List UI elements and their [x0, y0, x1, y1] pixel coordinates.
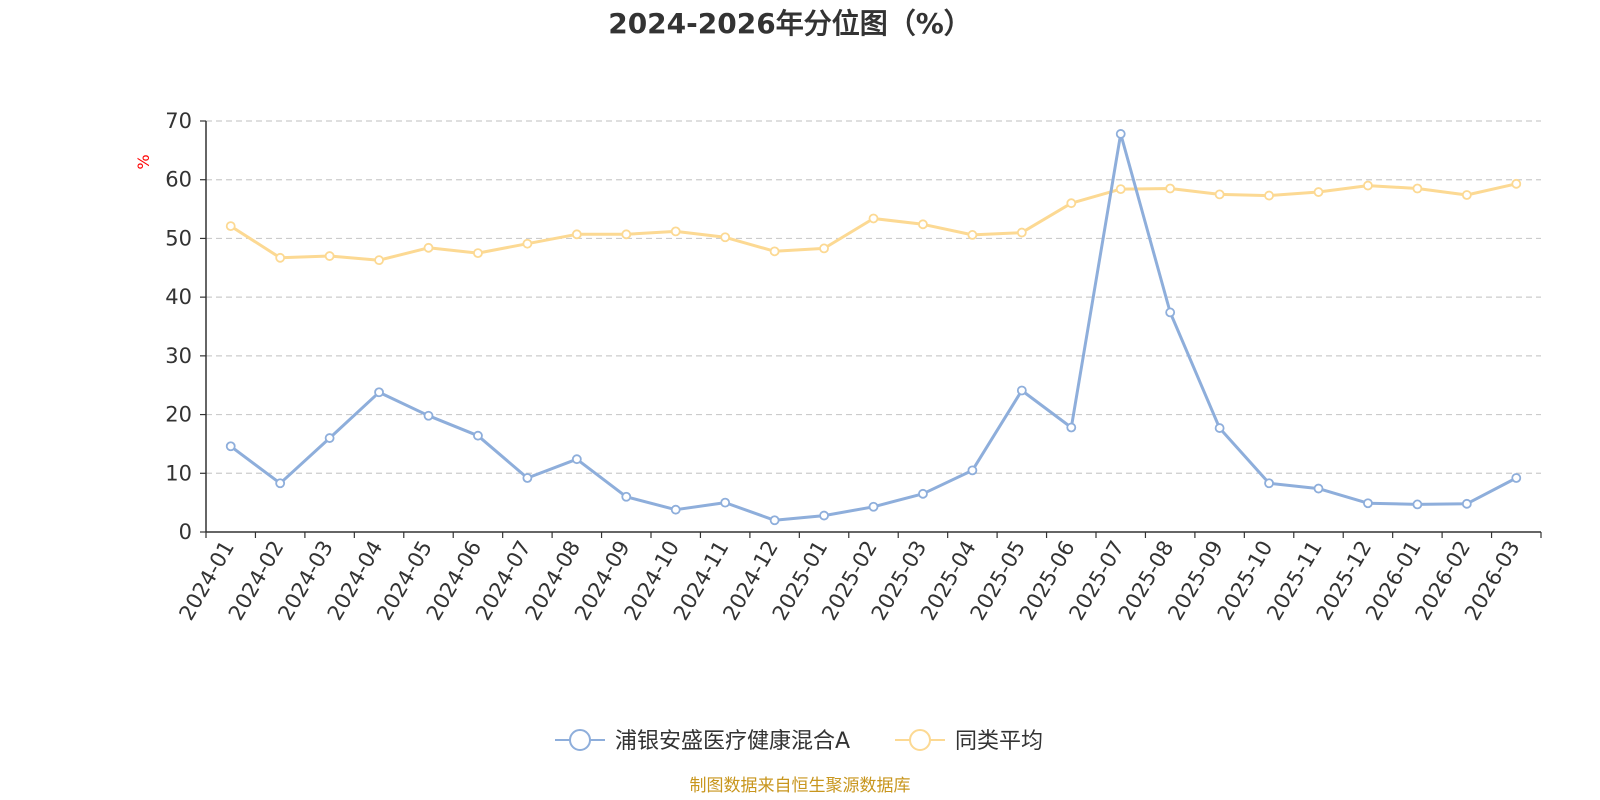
series-1-point-2025-08 [1165, 183, 1176, 194]
series-1-point-2024-05 [423, 242, 434, 253]
series-1-point-2024-04 [374, 255, 384, 266]
series-0-point-2024-11 [720, 497, 731, 508]
y-tick-label-10: 10 [165, 461, 192, 485]
legend-label-1: 同类平均 [955, 729, 1043, 754]
y-tick-label-50: 50 [165, 226, 192, 250]
series-0-point-2024-08 [571, 454, 582, 465]
y-tick-label-60: 60 [165, 168, 192, 192]
axes: 0102030405060702024-012024-022024-032024… [165, 109, 1542, 624]
series-1-point-2026-01 [1412, 183, 1423, 194]
series-1-point-2025-09 [1214, 189, 1225, 200]
series-1-point-2024-01 [225, 221, 236, 231]
series-1-point-2024-07 [522, 238, 533, 249]
series-0-point-2024-07 [522, 473, 533, 483]
series-1-point-2025-12 [1363, 180, 1373, 191]
series-1-point-2024-09 [621, 229, 632, 240]
legend-label-0: 浦银安盛医疗健康混合A [615, 729, 850, 754]
y-tick-label-30: 30 [165, 344, 192, 368]
series-0-point-2026-02 [1461, 498, 1472, 509]
series-0-point-2025-06 [1066, 422, 1077, 433]
series-0-point-2024-12 [769, 515, 780, 526]
series-1-point-2024-10 [670, 226, 681, 237]
series-1-point-2025-11 [1313, 187, 1324, 197]
series-0-point-2025-09 [1214, 423, 1225, 433]
series-1-point-2026-02 [1461, 190, 1472, 200]
chart-title: 2024-2026年分位图（%） [608, 7, 972, 40]
series-1-point-2025-05 [1016, 227, 1027, 238]
y-tick-label-0: 0 [179, 520, 192, 544]
grid-lines [206, 120, 1541, 474]
series-1-point-2024-08 [571, 229, 582, 240]
series-0-point-2024-04 [374, 387, 384, 398]
series-1-point-2025-03 [918, 219, 928, 230]
series-0-point-2026-03 [1511, 473, 1522, 483]
series-0-point-2025-01 [819, 510, 829, 521]
y-tick-label-40: 40 [165, 285, 192, 309]
series-0-point-2024-06 [473, 430, 483, 441]
series-1-point-2025-10 [1264, 190, 1274, 201]
series-1-point-2026-03 [1511, 178, 1522, 189]
source-note: 制图数据来自恒生聚源数据库 [690, 776, 911, 796]
legend-marker-1 [909, 729, 931, 751]
series-1-point-2024-06 [473, 248, 483, 259]
series-1-point-2024-02 [275, 252, 286, 263]
series-1-point-2024-11 [720, 232, 731, 243]
series-0-point-2024-10 [670, 504, 681, 515]
legend-marker-0 [569, 729, 591, 751]
series-0-point-2024-03 [324, 433, 335, 443]
series-0-point-2025-10 [1264, 478, 1274, 489]
series-0-point-2025-07 [1115, 129, 1126, 139]
y-tick-label-70: 70 [165, 109, 192, 133]
series-0-point-2024-05 [423, 410, 434, 421]
series-0-point-2025-05 [1016, 385, 1027, 396]
series-0-point-2025-08 [1165, 307, 1176, 318]
series-1-point-2024-03 [324, 251, 335, 261]
series-1-point-2025-06 [1066, 198, 1077, 209]
series-0-point-2024-09 [621, 491, 632, 502]
series-1-point-2025-04 [967, 230, 978, 240]
series-1-point-2025-07 [1115, 184, 1126, 195]
series-0-point-2025-11 [1313, 483, 1324, 494]
series-1-point-2025-01 [819, 243, 829, 254]
series-0-point-2026-01 [1412, 499, 1423, 510]
series-layer [225, 129, 1522, 526]
series-1-point-2024-12 [769, 246, 780, 257]
series-0-point-2024-02 [275, 478, 286, 489]
series-1-point-2025-02 [868, 213, 879, 224]
y-axis-label: % [134, 154, 153, 169]
series-0-point-2025-03 [918, 488, 928, 499]
series-0-point-2025-02 [868, 501, 879, 512]
series-0-point-2025-04 [967, 465, 978, 476]
legend: 浦银安盛医疗健康混合A 同类平均 [555, 729, 1043, 754]
y-tick-label-20: 20 [165, 403, 192, 427]
series-0-point-2025-12 [1363, 498, 1373, 509]
series-0-point-2024-01 [225, 441, 236, 452]
